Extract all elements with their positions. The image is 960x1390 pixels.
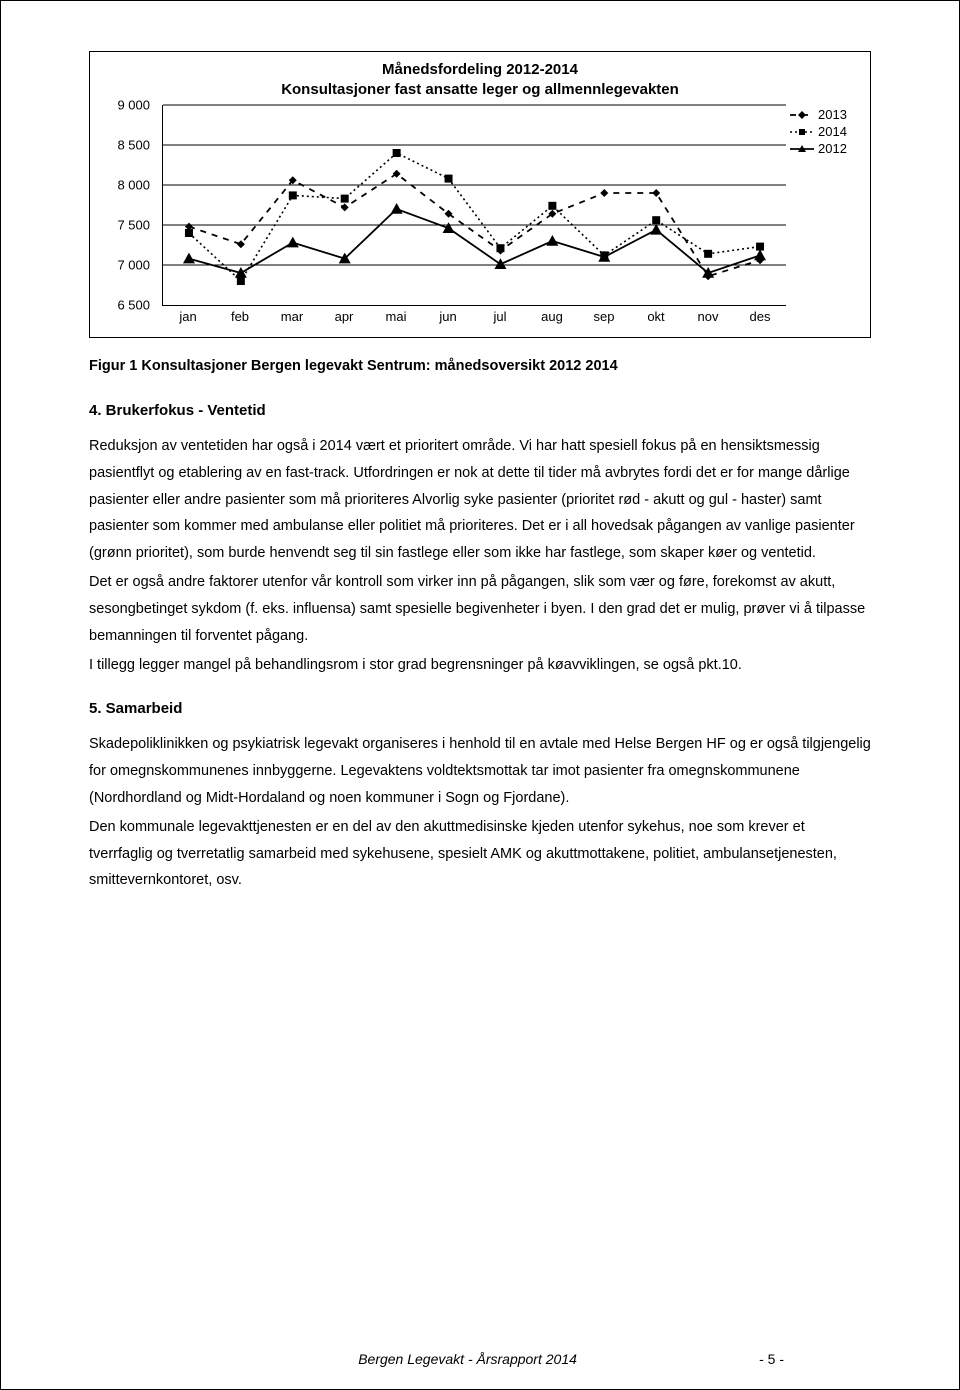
legend-item-2012: 2012 bbox=[790, 141, 858, 156]
x-tick-label: apr bbox=[335, 309, 354, 324]
x-tick-label: jan bbox=[179, 309, 196, 324]
legend-label: 2012 bbox=[818, 141, 847, 156]
x-axis: jan feb mar apr mai jun jul aug sep okt nov des bbox=[162, 309, 786, 329]
figure-caption: Figur 1 Konsultasjoner Bergen legevakt S… bbox=[89, 358, 871, 374]
x-tick-label: des bbox=[750, 309, 771, 324]
x-tick-label: mai bbox=[386, 309, 407, 324]
chart-title-line2: Konsultasjoner fast ansatte leger og all… bbox=[281, 81, 679, 98]
footer-page-number: - 5 - bbox=[759, 1351, 784, 1367]
y-axis: 6 5007 0007 5008 0008 5009 000 bbox=[102, 105, 156, 305]
y-tick-label: 7 000 bbox=[117, 258, 150, 273]
page-footer: Bergen Legevakt - Årsrapport 2014 - 5 - bbox=[1, 1351, 959, 1367]
y-tick-label: 8 000 bbox=[117, 178, 150, 193]
legend-swatch bbox=[790, 143, 814, 155]
section5-p1: Skadepoliklinikken og psykiatrisk legeva… bbox=[89, 731, 871, 811]
legend-label: 2013 bbox=[818, 107, 847, 122]
x-tick-label: sep bbox=[594, 309, 615, 324]
chart-title-line1: Månedsfordeling 2012-2014 bbox=[382, 61, 578, 78]
section-5-heading: 5. Samarbeid bbox=[89, 700, 871, 717]
y-tick-label: 6 500 bbox=[117, 298, 150, 313]
section4-p1: Reduksjon av ventetiden har også i 2014 … bbox=[89, 433, 871, 567]
legend-item-2013: 2013 bbox=[790, 107, 858, 122]
legend-label: 2014 bbox=[818, 124, 847, 139]
chart-container: Månedsfordeling 2012-2014 Konsultasjoner… bbox=[89, 51, 871, 338]
x-tick-label: jun bbox=[439, 309, 456, 324]
legend-swatch bbox=[790, 126, 814, 138]
section4-p3: I tillegg legger mangel på behandlingsro… bbox=[89, 652, 871, 679]
x-tick-label: aug bbox=[541, 309, 563, 324]
chart-body: 6 5007 0007 5008 0008 5009 000 janfebmar… bbox=[102, 105, 858, 335]
footer-center: Bergen Legevakt - Årsrapport 2014 bbox=[358, 1351, 577, 1367]
x-tick-label: okt bbox=[647, 309, 664, 324]
section-4-body: Reduksjon av ventetiden har også i 2014 … bbox=[89, 433, 871, 678]
chart-legend: 2013 2014 2012 bbox=[790, 107, 858, 158]
x-tick-label: nov bbox=[698, 309, 719, 324]
section-4-heading: 4. Brukerfokus - Ventetid bbox=[89, 402, 871, 419]
y-tick-label: 7 500 bbox=[117, 218, 150, 233]
x-tick-label: mar bbox=[281, 309, 303, 324]
section-5-body: Skadepoliklinikken og psykiatrisk legeva… bbox=[89, 731, 871, 894]
legend-swatch bbox=[790, 109, 814, 121]
section5-p2: Den kommunale legevakttjenesten er en de… bbox=[89, 814, 871, 894]
x-tick-label: jul bbox=[493, 309, 506, 324]
y-tick-label: 9 000 bbox=[117, 98, 150, 113]
y-tick-label: 8 500 bbox=[117, 138, 150, 153]
legend-item-2014: 2014 bbox=[790, 124, 858, 139]
plot-area bbox=[162, 105, 786, 306]
document-page: Månedsfordeling 2012-2014 Konsultasjoner… bbox=[0, 0, 960, 1390]
x-tick-label: feb bbox=[231, 309, 249, 324]
section4-p2: Det er også andre faktorer utenfor vår k… bbox=[89, 569, 871, 649]
chart-title: Månedsfordeling 2012-2014 Konsultasjoner… bbox=[102, 60, 858, 99]
